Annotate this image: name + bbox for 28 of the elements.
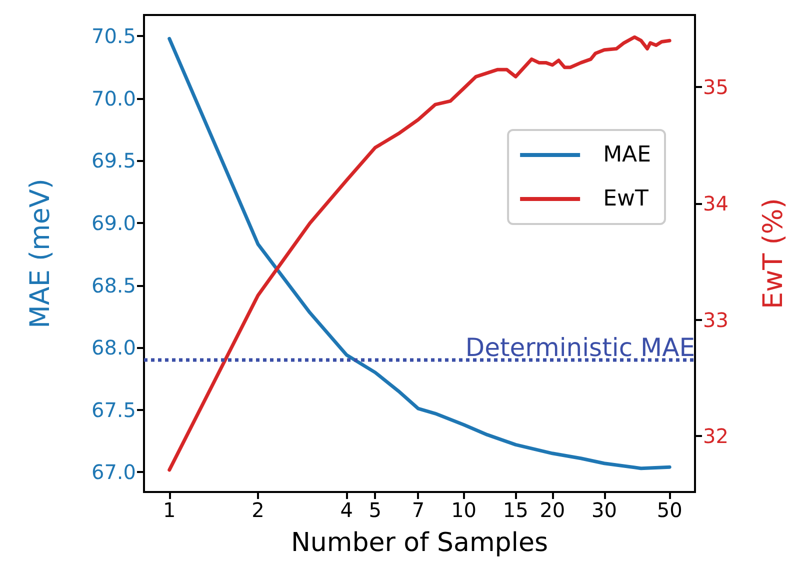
x-tick-label: 2: [252, 498, 264, 522]
y-tick-label: 69.0: [91, 210, 136, 235]
y-tick-label: 70.0: [91, 86, 136, 110]
x-tick-label: 50: [656, 498, 682, 522]
y-tick-label: 68.5: [91, 273, 136, 298]
x-tick-label: 20: [540, 498, 566, 522]
ref-line-label: Deterministic MAE: [465, 332, 695, 362]
y2-tick-label: 33: [703, 308, 728, 332]
x-tick-label: 1: [163, 498, 176, 522]
y-tick-label: 69.5: [91, 148, 136, 173]
y2-tick-label: 35: [703, 75, 728, 100]
x-axis-title: Number of Samples: [290, 528, 548, 558]
y-tick-label: 67.0: [91, 460, 136, 484]
x-tick-label: 10: [451, 498, 477, 522]
y-tick-label: 67.5: [91, 398, 136, 422]
y2-axis-title: EwT (%): [758, 198, 789, 309]
y-axis-title: MAE (meV): [25, 178, 56, 328]
x-tick-label: 7: [412, 498, 425, 522]
y-tick-label: 68.0: [91, 336, 136, 360]
y2-tick-label: 32: [703, 424, 728, 448]
x-tick-label: 30: [592, 498, 617, 522]
legend-label: EwT: [603, 186, 649, 212]
y-tick-label: 70.5: [91, 24, 136, 48]
y2-tick-label: 34: [703, 191, 728, 216]
x-tick-label: 15: [502, 498, 528, 522]
x-tick-label: 4: [340, 498, 353, 522]
x-tick-label: 5: [368, 498, 382, 522]
legend-label: MAE: [603, 142, 652, 168]
